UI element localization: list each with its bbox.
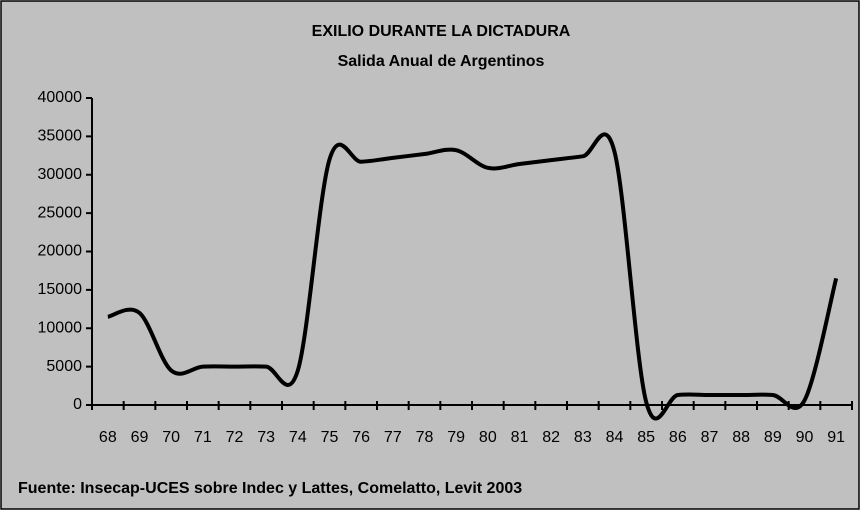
x-tick-label: 72 <box>226 429 244 446</box>
y-tick-label: 30000 <box>38 166 83 183</box>
x-tick-label: 87 <box>701 429 719 446</box>
y-tick-label: 25000 <box>38 204 83 221</box>
x-tick-label: 73 <box>257 429 275 446</box>
chart-subtitle: Salida Anual de Argentinos <box>338 53 545 70</box>
x-tick-label: 78 <box>416 429 434 446</box>
x-tick-label: 80 <box>479 429 497 446</box>
chart-title: EXILIO DURANTE LA DICTADURA <box>312 23 571 40</box>
x-tick-label: 74 <box>289 429 307 446</box>
x-tick-label: 90 <box>796 429 814 446</box>
y-tick-label: 15000 <box>38 281 83 298</box>
y-tick-label: 0 <box>73 396 82 413</box>
x-tick-label: 77 <box>384 429 402 446</box>
y-tick-label: 5000 <box>46 358 82 375</box>
x-tick-label: 81 <box>511 429 529 446</box>
x-tick-label: 89 <box>764 429 782 446</box>
x-tick-label: 82 <box>542 429 560 446</box>
x-tick-label: 75 <box>321 429 339 446</box>
y-tick-label: 10000 <box>38 319 83 336</box>
x-tick-label: 86 <box>669 429 687 446</box>
x-tick-label: 71 <box>194 429 212 446</box>
y-tick-label: 40000 <box>38 89 83 106</box>
x-tick-label: 85 <box>637 429 655 446</box>
x-tick-label: 68 <box>99 429 117 446</box>
y-tick-label: 20000 <box>38 243 83 260</box>
source-note: Fuente: Insecap-UCES sobre Indec y Latte… <box>18 480 522 497</box>
x-tick-label: 69 <box>131 429 149 446</box>
x-tick-label: 84 <box>606 429 624 446</box>
data-line <box>107 132 839 421</box>
x-tick-label: 76 <box>352 429 370 446</box>
x-tick-label: 88 <box>732 429 750 446</box>
x-tick-label: 79 <box>447 429 465 446</box>
x-tick-label: 83 <box>574 429 592 446</box>
y-tick-label: 35000 <box>38 128 83 145</box>
x-tick-label: 70 <box>162 429 180 446</box>
x-tick-label: 91 <box>827 429 845 446</box>
